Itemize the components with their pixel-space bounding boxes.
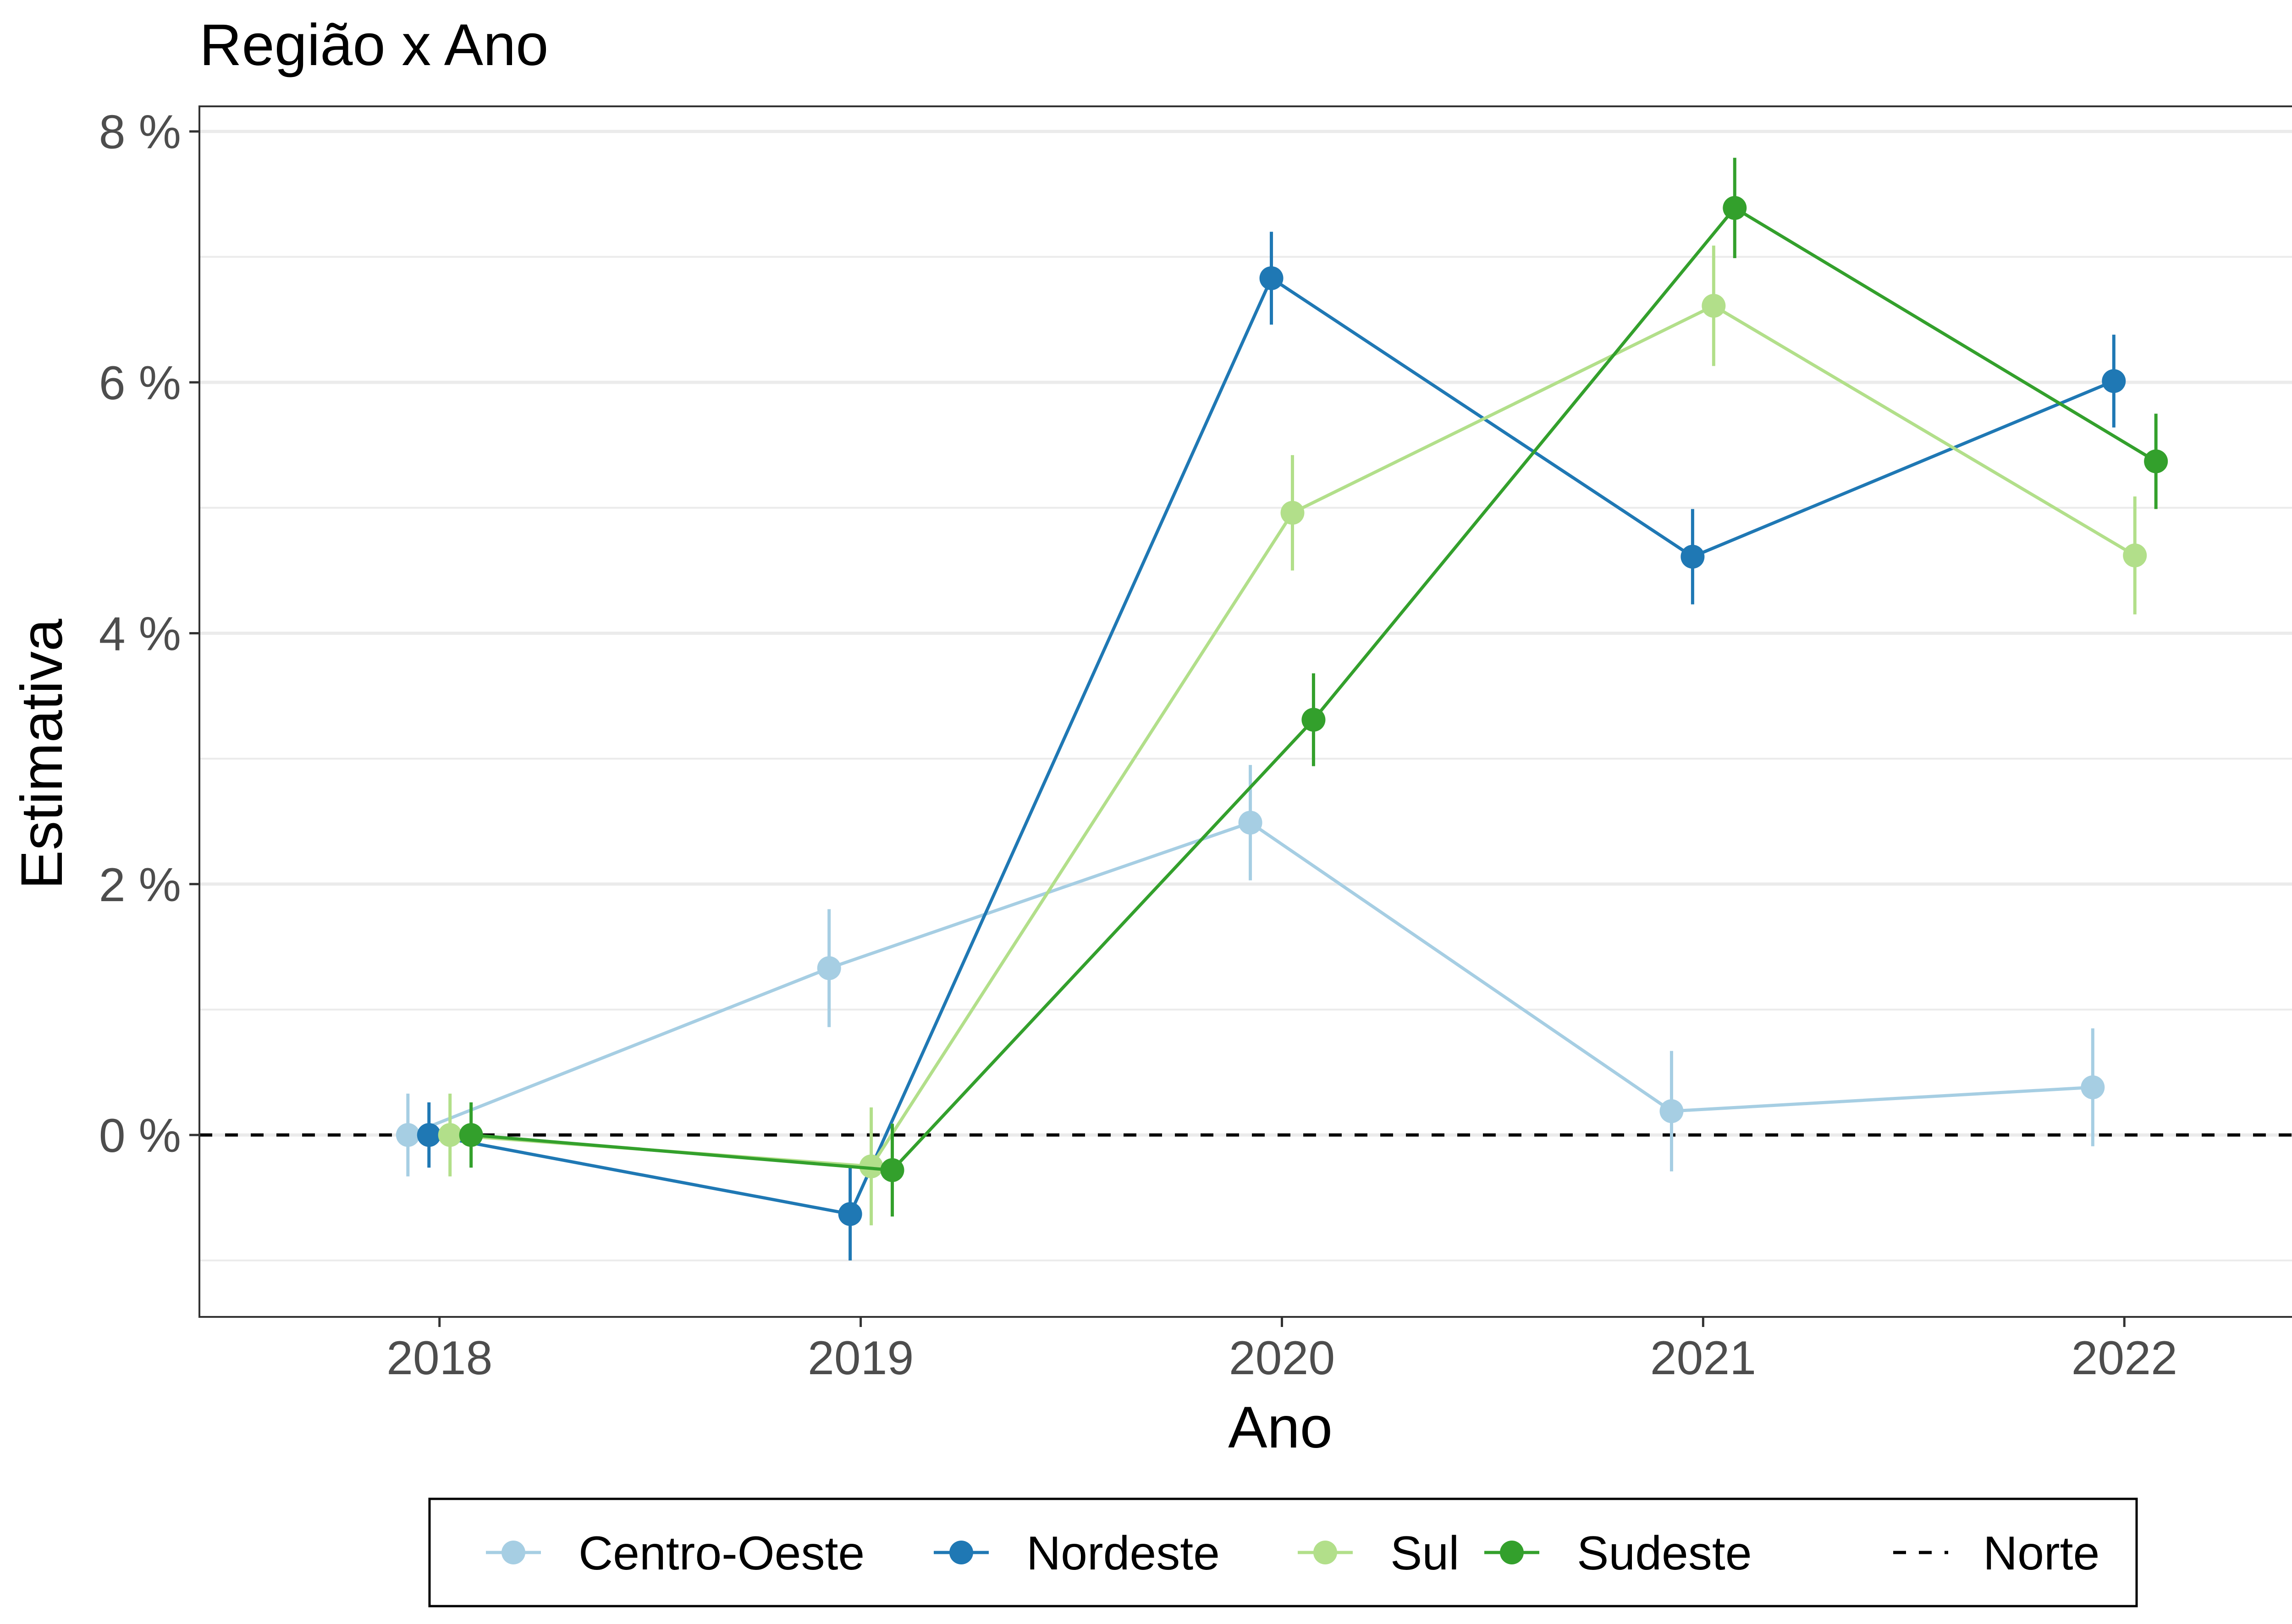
data-point-sudeste — [1301, 708, 1326, 732]
data-point-nordeste — [2102, 369, 2126, 393]
data-point-sul — [1280, 501, 1305, 525]
y-tick-label: 4 % — [99, 607, 181, 661]
data-point-centro-oeste — [1659, 1099, 1684, 1123]
legend-label-nordeste: Nordeste — [1026, 1527, 1220, 1580]
data-point-sul — [438, 1123, 462, 1147]
legend-label-sudeste: Sudeste — [1577, 1527, 1752, 1580]
x-tick-label: 2018 — [386, 1332, 492, 1385]
data-point-nordeste — [1680, 545, 1705, 569]
legend-box — [428, 1497, 2138, 1607]
chart-title: Região x Ano — [199, 12, 548, 78]
data-point-nordeste — [838, 1202, 862, 1226]
x-tick-label: 2019 — [808, 1332, 914, 1385]
legend: Centro-Oeste Nordeste Sul Sudeste Norte — [428, 1497, 2138, 1607]
legend-label-centro-oeste: Centro-Oeste — [579, 1527, 865, 1580]
legend-key-point-sudeste — [1500, 1541, 1524, 1564]
data-point-nordeste — [1259, 266, 1284, 290]
legend-label-norte: Norte — [1983, 1527, 2099, 1580]
data-point-sudeste — [2144, 449, 2168, 473]
data-point-centro-oeste — [817, 956, 841, 980]
x-tick-label: 2022 — [2072, 1332, 2177, 1385]
data-point-sul — [1702, 294, 1726, 318]
data-point-nordeste — [417, 1123, 441, 1147]
x-tick-label: 2021 — [1650, 1332, 1756, 1385]
legend-key-point-centro-oeste — [501, 1541, 525, 1564]
y-tick-label: 8 % — [99, 106, 181, 159]
data-point-sudeste — [880, 1158, 904, 1182]
data-point-sudeste — [1723, 196, 1747, 220]
y-tick-label: 6 % — [99, 357, 181, 410]
x-axis-title: Ano — [1228, 1395, 1333, 1460]
y-tick-label: 0 % — [99, 1109, 181, 1162]
data-point-centro-oeste — [2081, 1075, 2105, 1100]
legend-key-point-sul — [1313, 1541, 1337, 1564]
legend-label-sul: Sul — [1390, 1527, 1459, 1580]
data-point-sudeste — [459, 1123, 483, 1147]
legend-key-point-nordeste — [949, 1541, 973, 1564]
data-point-sul — [859, 1154, 883, 1178]
plot-area: 0 % 2 % 4 % 6 % 8 % 2018 2019 2020 2021 2022 — [99, 105, 2292, 1385]
data-point-centro-oeste — [1238, 810, 1262, 835]
x-tick-label: 2020 — [1229, 1332, 1335, 1385]
y-axis-title: Estimativa — [9, 618, 75, 889]
data-point-centro-oeste — [396, 1123, 420, 1147]
data-point-sul — [2123, 543, 2147, 567]
y-tick-label: 2 % — [99, 859, 181, 912]
